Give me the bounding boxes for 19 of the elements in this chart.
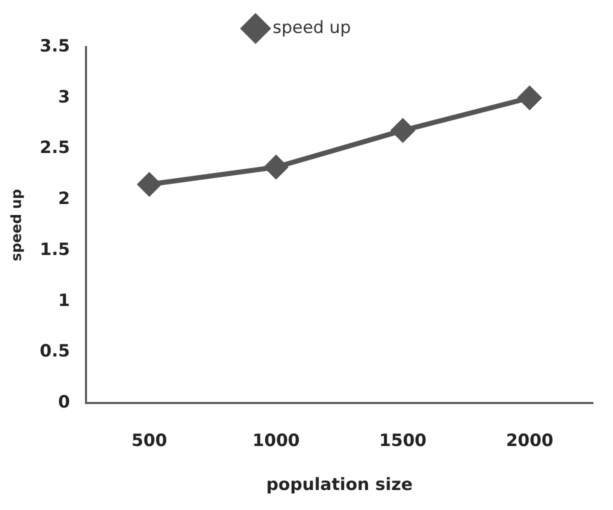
- y-tick-label: 0.5: [40, 342, 70, 362]
- x-tick-label: 1000: [252, 430, 300, 451]
- y-tick-label: 3: [58, 87, 70, 108]
- x-tick-label: 500: [132, 430, 168, 451]
- point: [391, 118, 414, 142]
- y-axis-title: speed up: [9, 188, 26, 262]
- y-tick-label: 1: [58, 290, 70, 311]
- legend-label: speed up: [272, 18, 351, 38]
- y-tick-label: 2.5: [40, 138, 70, 158]
- x-axis-title: population size: [266, 475, 413, 496]
- y-tick-label: 1.5: [40, 240, 70, 260]
- point: [264, 156, 288, 179]
- point: [518, 86, 542, 110]
- y-tick-label: 0: [58, 392, 70, 413]
- x-tick-label: 1500: [379, 430, 427, 451]
- point: [138, 172, 161, 196]
- y-tick-label: 3.5: [40, 36, 70, 56]
- y-tick-label: 2: [58, 189, 70, 210]
- x-tick-label: 2000: [506, 430, 554, 451]
